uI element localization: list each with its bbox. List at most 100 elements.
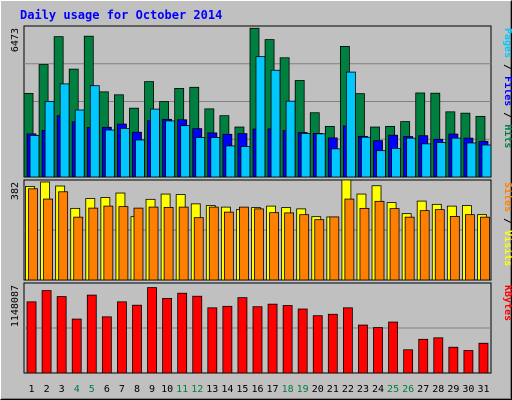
bar-kbytes-day-6 [101,316,112,374]
bar-kbytes-day-26 [403,349,414,374]
bar-pages-day-22 [345,71,356,178]
x-axis-labels: 1 2 3 4 5 6 7 8 9 10 11 12 13 14 15 16 17 18 19 20 21 22 23 24 2… [29,384,490,395]
chart-panels: 6473 Pages / Files / Hits 382 Sites / Visit… [10,25,512,374]
x-axis-day-label: 2 [44,384,50,395]
bar-pages-day-31 [481,144,492,178]
bar-kbytes-day-4 [71,318,82,374]
bar-pages-day-28 [436,142,447,178]
bar-kbytes-day-7 [117,301,127,374]
bar-pages-day-20 [315,133,326,178]
bar-sites-day-1 [28,188,38,281]
y-axis-series-label: KBytes [502,285,512,321]
bar-pages-day-11 [180,125,191,178]
panel-kbytes: 1148087 KBytes [10,282,512,374]
y-axis-max-label: 6473 [10,28,21,52]
x-axis-day-label: 28 [432,384,444,395]
panel-visits-sites: 382 Sites / Visits [10,179,512,281]
bar-kbytes-day-14 [222,305,233,374]
bar-sites-day-20 [314,219,325,281]
bar-pages-day-25 [391,147,401,178]
bar-pages-day-4 [74,109,85,178]
bar-kbytes-day-31 [478,342,489,374]
bar-pages-day-15 [240,146,251,178]
bar-kbytes-day-2 [41,290,52,374]
bar-pages-day-12 [195,137,206,178]
series-label-part: Sites [502,182,512,212]
bar-kbytes-day-30 [463,350,474,374]
bar-sites-day-24 [374,200,385,281]
x-axis-day-label: 21 [327,384,339,395]
x-axis-day-label: 16 [251,384,263,395]
bar-sites-day-31 [480,216,490,281]
series-label-part: KBytes [502,285,512,321]
bar-pages-day-5 [89,85,100,178]
bar-kbytes-day-3 [56,296,67,374]
bar-kbytes-day-12 [192,295,203,374]
x-axis-day-label: 18 [282,384,294,395]
y-axis-series-label: Pages / Files / Hits [502,28,512,148]
bar-sites-day-5 [88,207,99,281]
bar-pages-day-10 [165,120,176,178]
bar-pages-day-3 [59,83,70,178]
bar-sites-day-8 [133,207,144,281]
bar-sites-day-3 [58,191,69,281]
series-label-part: / [502,212,512,230]
bar-pages-day-1 [29,135,40,178]
x-axis-day-label: 24 [372,384,384,395]
x-axis-day-label: 7 [119,384,125,395]
bar-sites-day-2 [43,198,53,281]
bar-pages-day-2 [44,100,55,178]
bar-kbytes-day-13 [207,307,218,374]
bar-kbytes-day-17 [267,303,278,374]
bar-sites-day-18 [284,212,295,281]
x-axis-day-label: 12 [191,384,203,395]
bar-pages-day-29 [451,137,462,178]
bar-kbytes-day-15 [237,297,248,374]
bar-kbytes-day-20 [312,315,323,374]
x-axis-day-label: 14 [221,384,233,395]
bar-sites-day-7 [118,206,129,281]
bar-sites-day-10 [163,206,174,281]
x-axis-day-label: 11 [176,384,188,395]
x-axis-day-label: 9 [149,384,155,395]
bar-kbytes-day-16 [252,306,263,374]
bar-pages-day-9 [150,108,160,178]
bar-pages-day-17 [270,69,281,178]
x-axis-day-label: 3 [59,384,65,395]
y-axis-series-label: Sites / Visits [502,182,512,266]
bar-sites-day-28 [434,209,445,281]
series-label-part: Hits [502,124,512,148]
bar-sites-day-9 [148,206,159,281]
bar-pages-day-14 [225,145,236,178]
x-axis-day-label: 23 [357,384,369,395]
series-label-part: / [502,106,512,124]
bar-kbytes-day-9 [147,287,157,374]
bar-pages-day-26 [406,137,417,178]
bar-pages-day-6 [104,129,115,178]
panel-hits-files-pages: 6473 Pages / Files / Hits [10,25,512,178]
bar-sites-day-15 [239,206,249,281]
series-label-part: / [502,58,512,76]
y-axis-max-label: 1148087 [10,285,21,327]
bar-sites-day-25 [389,208,400,281]
bar-kbytes-day-25 [388,321,398,374]
x-axis-day-label: 5 [89,384,95,395]
x-axis-day-label: 6 [104,384,110,395]
bar-kbytes-day-21 [327,313,338,374]
bar-pages-day-13 [210,137,221,178]
x-axis-day-label: 26 [402,384,414,395]
x-axis-day-label: 17 [267,384,279,395]
bar-kbytes-day-5 [86,294,97,374]
bar-pages-day-7 [120,128,130,178]
x-axis-day-label: 15 [236,384,248,395]
x-axis-day-label: 22 [342,384,354,395]
bar-sites-day-11 [178,206,189,281]
y-axis-max-label: 382 [10,182,21,200]
bar-sites-day-13 [208,206,219,281]
x-axis-day-label: 29 [447,384,459,395]
x-axis-day-label: 10 [161,384,173,395]
bar-kbytes-day-22 [342,307,353,374]
bar-sites-day-4 [73,216,84,281]
